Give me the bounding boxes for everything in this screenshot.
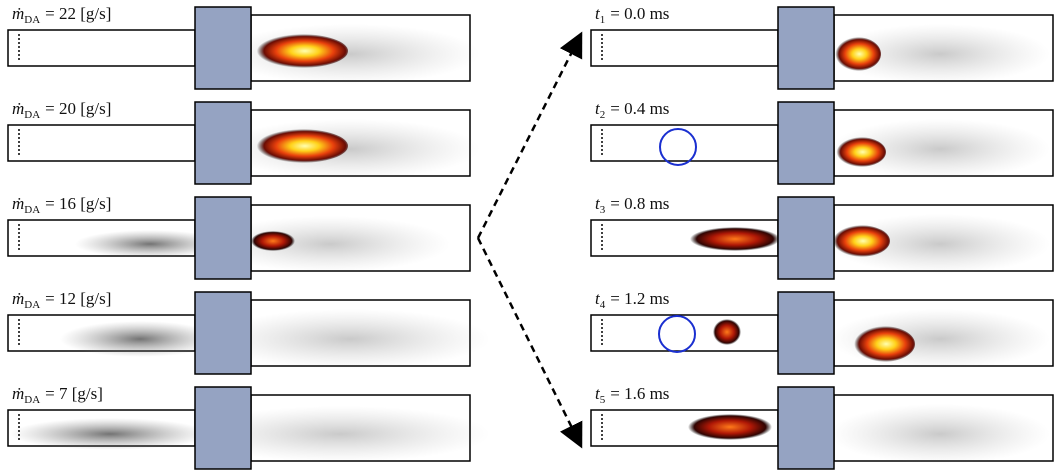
block [778,7,834,89]
label-symbol: ṁ [12,4,24,23]
tube [591,315,778,351]
panel-label: ṁDA = 20 [g/s] [12,99,111,121]
panels: ṁDA= 22 [g/s]ṁDA= 20 [g/s]ṁDA= 16 [g/s]ṁ… [8,4,1053,469]
panel-label: ṁDA = 16 [g/s] [12,194,111,216]
label-subscript: 4 [600,299,606,311]
label-symbol: ṁ [12,99,24,118]
label-value: = 22 [g/s] [45,4,111,23]
panel: t1= 0.0 ms [591,4,1053,89]
flow-region [833,37,881,71]
tube [591,30,778,66]
panel-label: ṁDA = 12 [g/s] [12,289,111,311]
flow-region [252,34,348,68]
panel-label: t5= 1.6 ms [595,384,669,406]
panel-label: t2= 0.4 ms [595,99,669,121]
tube [8,125,195,161]
flow-region [713,319,741,345]
label-subscript: 5 [600,394,606,406]
panel-label: ṁDA = 7 [g/s] [12,384,103,406]
label-value: = 1.6 ms [610,384,669,403]
block [778,102,834,184]
panel-label: t1= 0.0 ms [595,4,669,26]
panel: t4= 1.2 ms [591,289,1053,374]
block [195,7,251,89]
tube [8,30,195,66]
label-value: = 0.4 ms [610,99,669,118]
figure: ṁDA= 22 [g/s]ṁDA= 20 [g/s]ṁDA= 16 [g/s]ṁ… [0,0,1058,474]
flow-region [851,326,915,362]
panel: t3= 0.8 ms [591,194,1053,279]
label-symbol: ṁ [12,289,24,308]
label-value: = 16 [g/s] [45,194,111,213]
label-subscript: DA [24,14,40,26]
flow-region [688,414,772,440]
panel-label: t4= 1.2 ms [595,289,669,311]
flow-region [252,129,348,163]
label-symbol: ṁ [12,384,24,403]
block [195,197,251,279]
label-subscript: 2 [600,109,606,121]
block [778,387,834,469]
arrow [478,238,580,444]
label-subscript: DA [24,299,40,311]
label-value: = 1.2 ms [610,289,669,308]
panel-label: ṁDA = 22 [g/s] [12,4,111,26]
flow-region [251,231,295,251]
panel: t5= 1.6 ms [591,384,1053,469]
label-subscript: 1 [600,14,606,26]
panel: ṁDA = 22 [g/s] [8,4,480,89]
flow-region [834,137,886,167]
panel: ṁDA = 12 [g/s] [8,289,490,374]
panel-label: t3= 0.8 ms [595,194,669,216]
label-symbol: ṁ [12,194,24,213]
label-subscript: 3 [600,204,606,216]
label-value: = 7 [g/s] [45,384,103,403]
flow-region [830,404,1050,464]
panel: ṁDA = 16 [g/s] [8,194,470,279]
block [195,292,251,374]
block [778,197,834,279]
label-value: = 20 [g/s] [45,99,111,118]
block [195,387,251,469]
panel: ṁDA = 7 [g/s] [8,384,490,469]
label-subscript: DA [24,204,40,216]
flow-region [830,225,890,257]
label-value: = 0.0 ms [610,4,669,23]
arrow [478,36,580,238]
flow-region [690,227,780,251]
panel: t2= 0.4 ms [591,99,1053,184]
flow-region [210,309,490,369]
label-subscript: DA [24,109,40,121]
label-subscript: DA [24,394,40,406]
flow-region [10,418,210,450]
block [195,102,251,184]
block [778,292,834,374]
label-value: = 0.8 ms [610,194,669,213]
label-value: = 12 [g/s] [45,289,111,308]
panel: ṁDA = 20 [g/s] [8,99,480,184]
